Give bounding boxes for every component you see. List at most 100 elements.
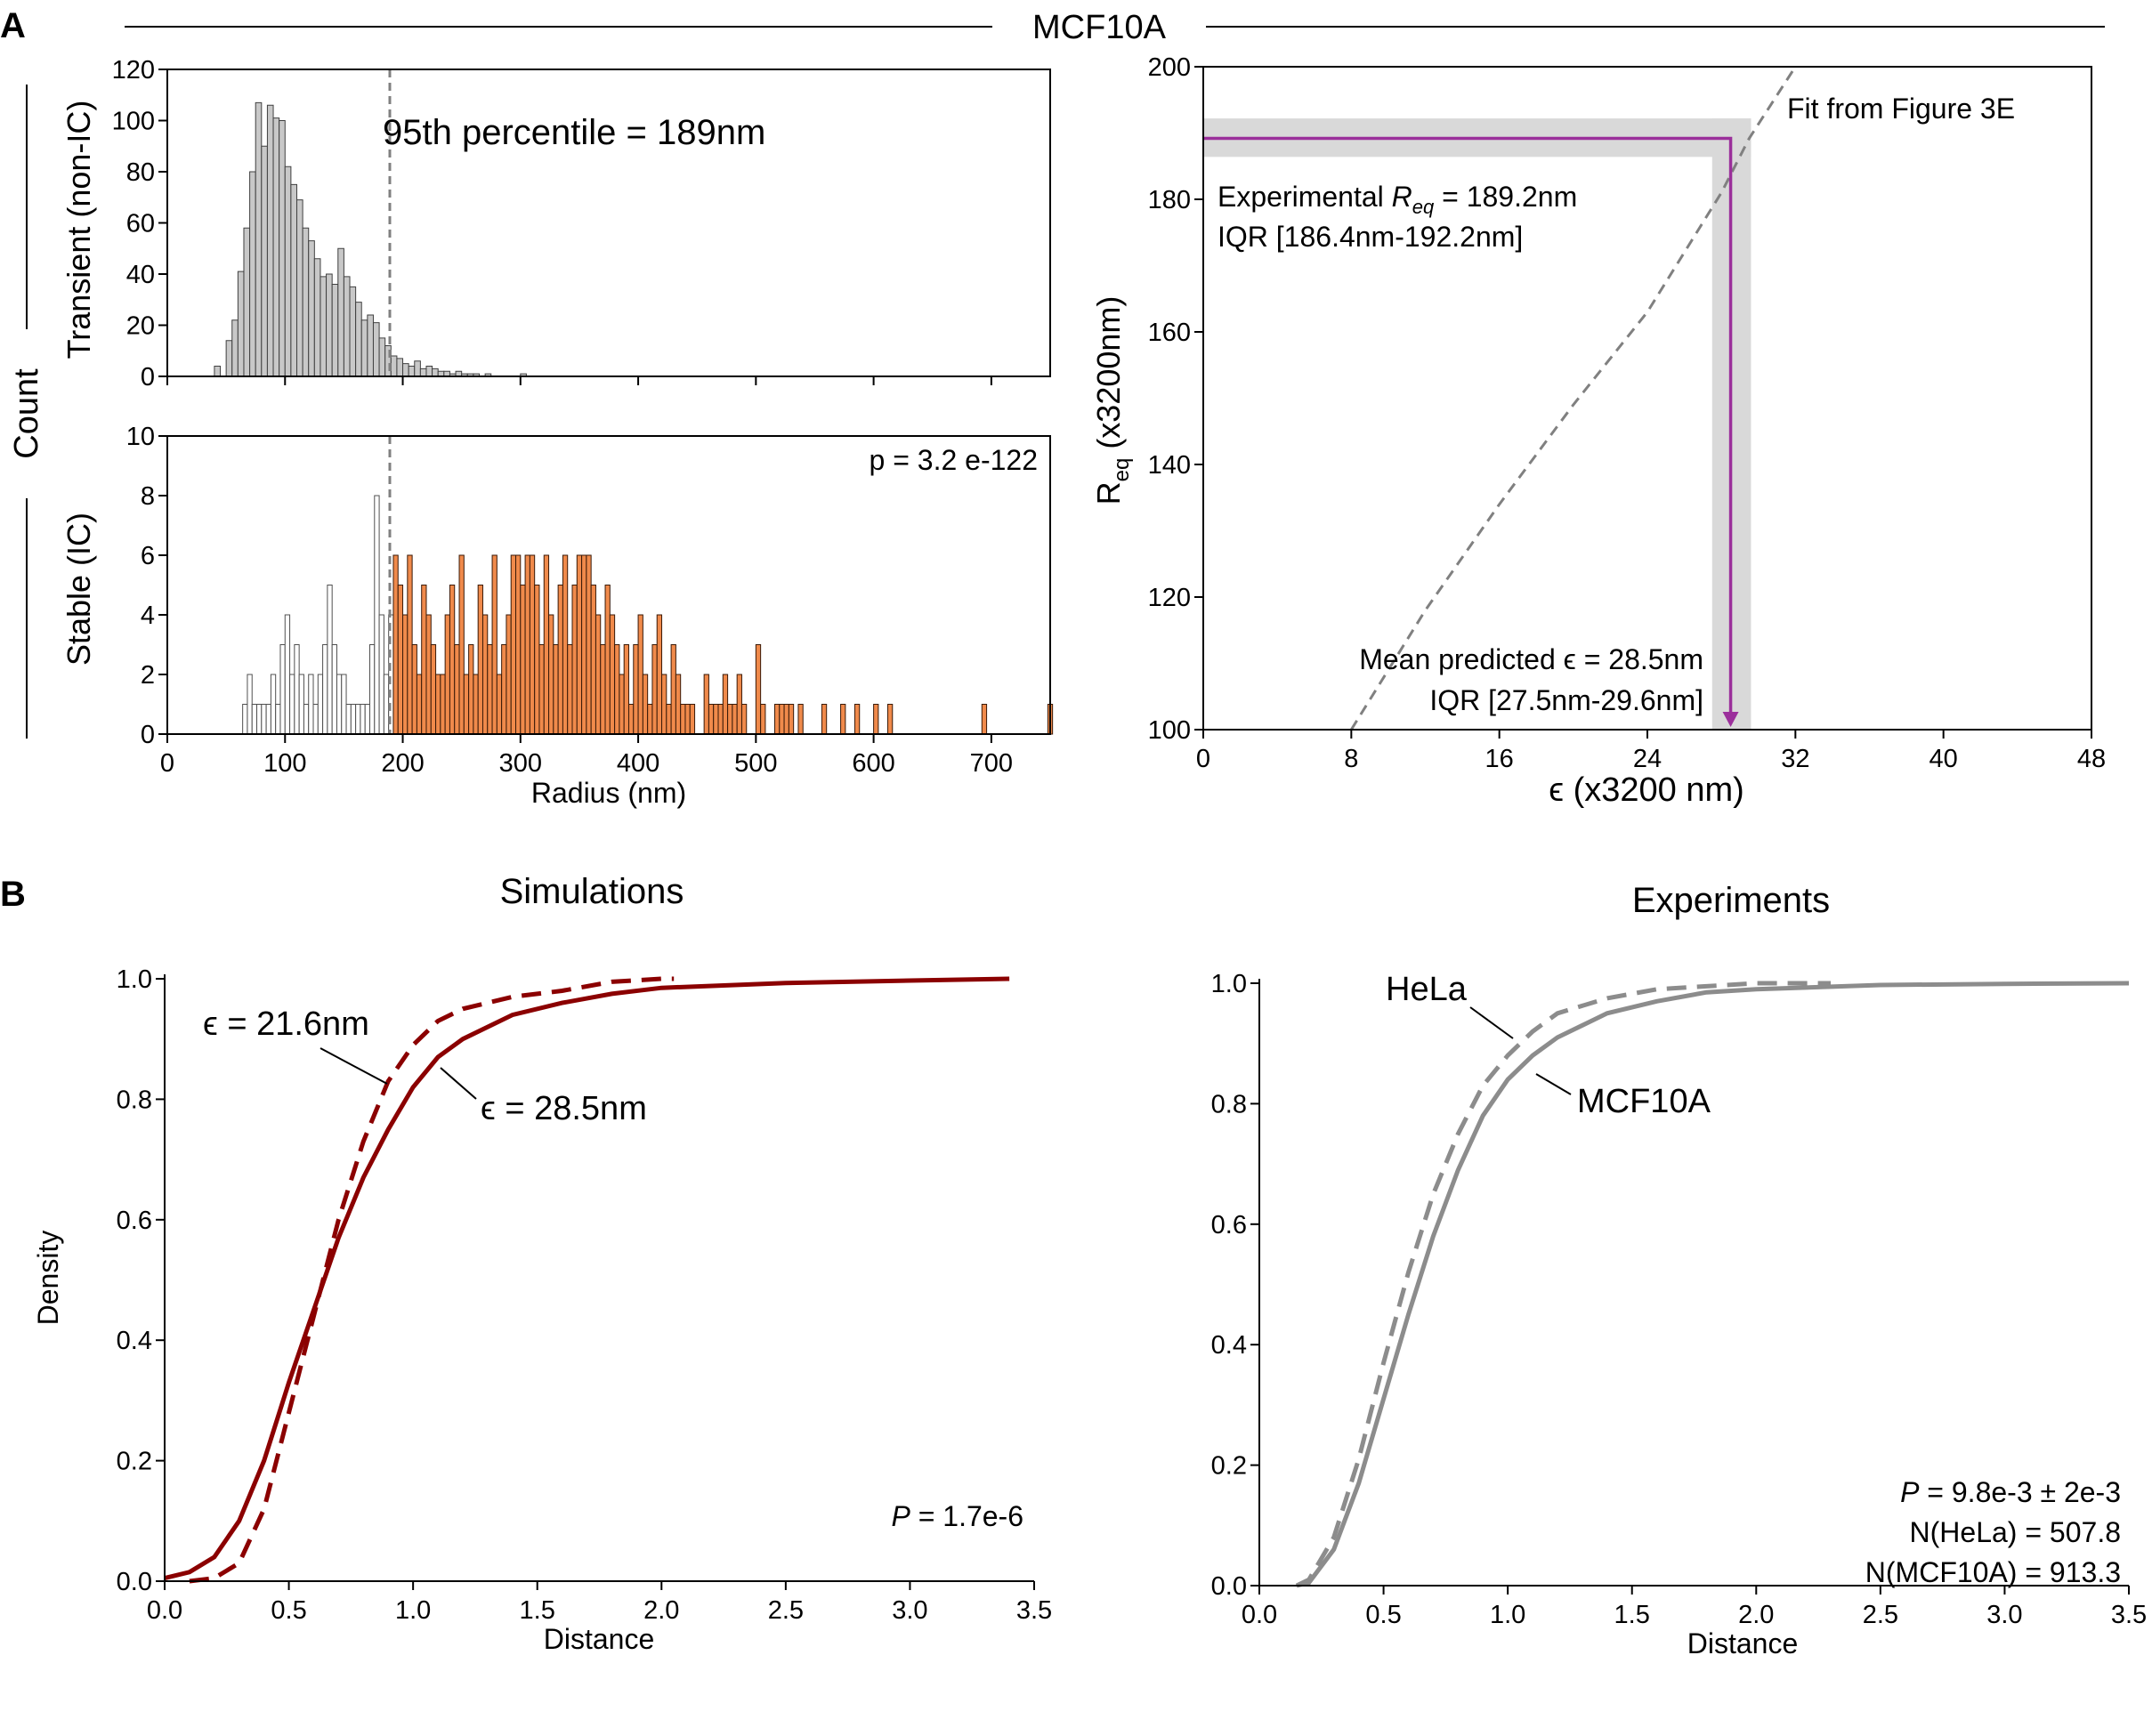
y-tick-label: 0 [141,721,155,749]
stable-bar-below-threshold [242,704,248,735]
simulations-p-rest: = 1.7e-6 [910,1500,1023,1532]
simulations-series-eps-28-5 [164,976,1010,1581]
stable-bar-ic [600,644,606,735]
transient-bar [279,120,286,377]
y-tick-label: 0.2 [1211,1452,1247,1481]
stable-y-ticks: 0 2 4 6 8 10 [126,423,167,749]
transient-bar [295,199,303,377]
stable-bar-ic [543,554,550,735]
transient-bar [414,360,421,377]
experimental-req-label-a: Experimental [1218,181,1392,213]
stable-bar-ic [506,614,512,735]
transient-y-ticks: 0 20 40 60 80 100 120 [112,56,167,392]
stable-bar-below-threshold [256,704,263,735]
stable-bar-below-threshold [364,704,370,735]
x-tick-label: 40 [1930,745,1958,773]
transient-x-ticks [166,376,992,385]
experiments-p-rest: = 9.8e-3 ± 2e-3 [1919,1476,2121,1508]
simulations-xlabel: Distance [544,1623,655,1655]
stable-bar-below-threshold [345,704,352,735]
stable-bar-ic [604,585,611,735]
stable-bar-ic [473,674,479,735]
x-tick-label: 0 [160,749,174,778]
transient-bar [425,366,433,377]
y-tick-label: 0.2 [117,1448,152,1476]
stable-bar-ic [666,704,672,735]
stable-bar-ic [717,704,724,735]
transient-annotation: 95th percentile = 189nm [383,113,765,152]
transient-bar [360,319,368,377]
stable-bar-ic [623,644,629,735]
y-tick-label: 2 [141,661,155,690]
stable-bar-ic [538,644,545,735]
transient-bar [367,314,374,377]
stable-bar-ic [854,704,861,735]
x-tick-label: 3.5 [1016,1596,1052,1625]
stable-bar-ic [609,614,616,735]
stable-bar-ic [421,585,427,735]
stable-bar-ic [740,704,748,735]
fit-curve [1350,66,1797,731]
transient-bar [237,270,245,377]
simulations-x-ticks: 0.0 0.5 1.0 1.5 2.0 2.5 3.0 3.5 [147,1581,1052,1625]
transient-bar [337,247,344,377]
stable-bar-below-threshold [355,704,361,735]
stable-bar-ic [468,644,474,735]
stable-bar-ic [581,554,587,735]
transient-bar [378,337,386,377]
stable-bar-ic [501,644,507,735]
count-label: Count [8,368,45,459]
transient-bar [231,319,239,377]
simulations-plot: Simulations 0.0 0.2 0.4 0.6 0.8 1.0 0.0 0.5 1.0… [32,872,1052,1655]
fit-ylabel-main: R [1090,481,1127,505]
transient-bar [343,276,351,377]
experiments-n-hela: N(HeLa) = 507.8 [1910,1516,2121,1548]
y-tick-label: 1.0 [1211,970,1247,998]
transient-bar [302,227,310,377]
x-tick-label: 2.0 [1738,1601,1774,1629]
x-tick-label: 200 [381,749,424,778]
experimental-req-label-b: = 189.2nm [1434,181,1577,213]
stable-bar-ic [680,704,686,735]
predicted-eps-arrowhead [1722,712,1739,727]
simulations-p-value: P = 1.7e-6 [891,1500,1023,1532]
y-tick-label: 8 [141,482,155,511]
fit-ylabel: Req (x3200nm) [1090,296,1134,505]
experiments-label-mcf10a: MCF10A [1577,1083,1711,1120]
transient-bar [290,183,297,377]
transient-bar [308,240,315,377]
transient-bar [320,276,328,377]
stable-bar-below-threshold [360,704,366,735]
panel-b-label: B [0,875,26,914]
y-tick-label: 0.4 [117,1327,152,1355]
stable-histogram: 0 2 4 6 8 10 0 100 200 300 400 500 600 700 Stable (I… [61,423,1054,809]
simulations-ylabel: Density [32,1231,64,1326]
stable-bar-ic [614,644,620,735]
stable-bar-below-threshold [378,614,384,735]
transient-bar [313,258,321,377]
stable-bar-ic [562,554,569,735]
stable-bar-ic [510,554,517,735]
experiments-p-value: P = 9.8e-3 ± 2e-3 [1900,1476,2121,1508]
y-tick-label: 100 [1148,716,1191,745]
stable-bar-ic [797,704,804,735]
stable-bar-ic [586,554,592,735]
y-tick-label: 0.8 [1211,1090,1247,1118]
x-tick-label: 600 [852,749,894,778]
stable-bar-ic [637,614,643,735]
y-tick-label: 6 [141,542,155,570]
transient-histogram: 0 20 40 60 80 100 120 Transient (non-IC) 95th … [61,56,1051,392]
stable-bar-ic [713,704,719,735]
stable-bar-below-threshold [251,704,258,735]
stable-bar-below-threshold [317,674,324,735]
transient-bar [402,363,409,377]
fit-frame [1202,66,2092,731]
stable-bar-below-threshold [341,674,347,735]
simulations-title: Simulations [500,872,684,911]
stable-bar-ic [567,644,573,735]
fit-y-ticks: 100 120 140 160 180 200 [1148,53,1203,745]
stable-bar-ic [481,614,489,735]
transient-bar [432,367,439,377]
stable-bar-ic [627,704,635,735]
stable-bar-below-threshold [284,614,291,735]
